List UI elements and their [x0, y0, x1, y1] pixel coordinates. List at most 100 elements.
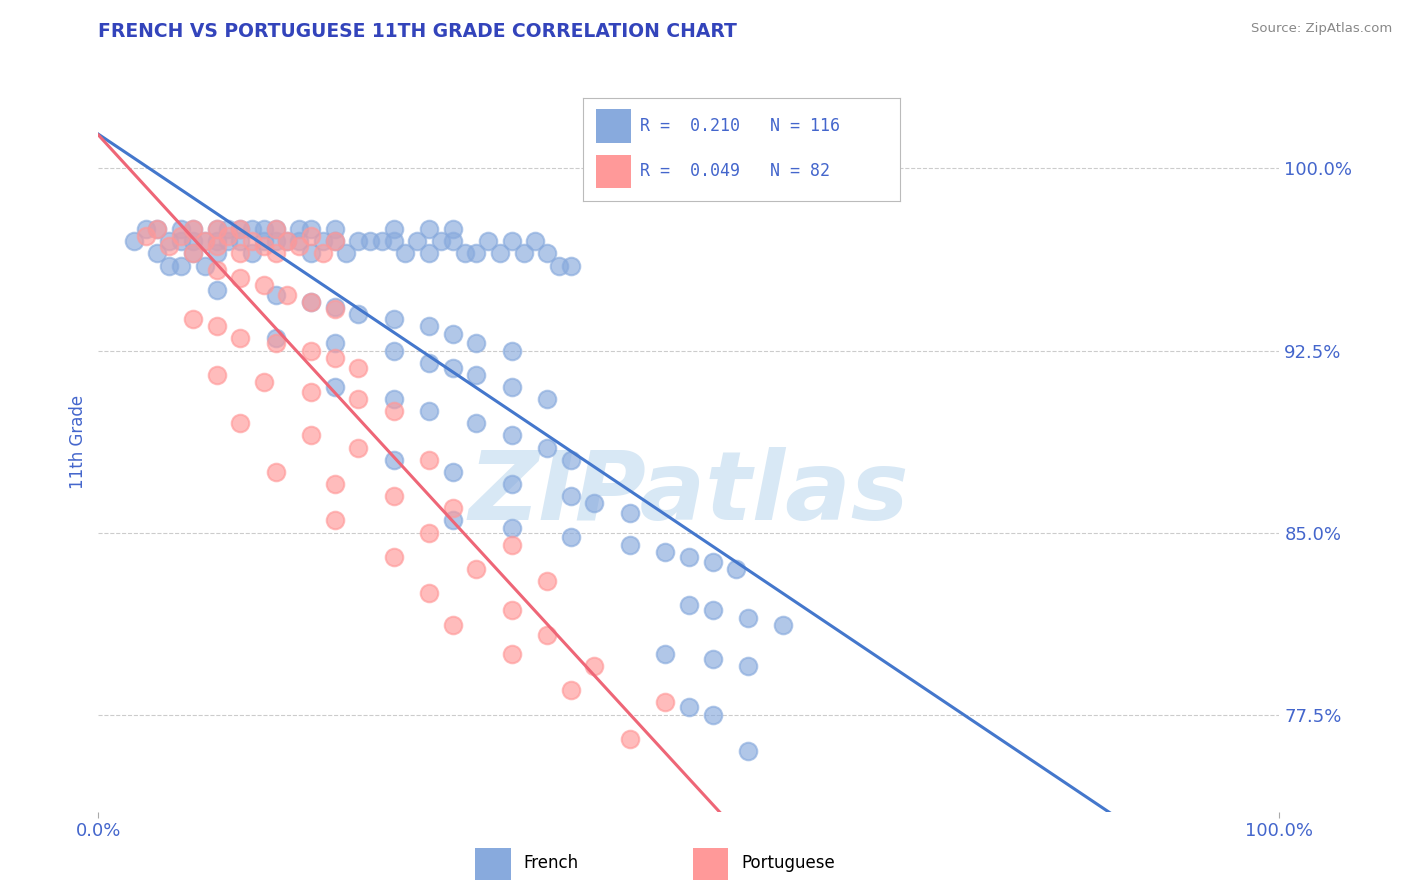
- Point: [229, 270, 252, 285]
- Point: [205, 319, 228, 334]
- Point: [253, 375, 276, 389]
- Text: Portuguese: Portuguese: [741, 854, 835, 872]
- Point: [382, 234, 405, 248]
- Point: [583, 496, 606, 510]
- Point: [501, 538, 523, 552]
- Point: [323, 477, 346, 491]
- Point: [619, 538, 641, 552]
- Point: [205, 239, 228, 253]
- Bar: [475, 848, 510, 880]
- Point: [418, 586, 440, 600]
- Text: Source: ZipAtlas.com: Source: ZipAtlas.com: [1251, 22, 1392, 36]
- Point: [299, 295, 322, 310]
- Point: [501, 521, 523, 535]
- Point: [288, 239, 311, 253]
- Point: [240, 222, 263, 236]
- Point: [725, 562, 748, 576]
- Point: [406, 234, 429, 248]
- Point: [264, 222, 287, 236]
- Point: [276, 287, 298, 301]
- Point: [560, 683, 582, 698]
- Point: [194, 234, 217, 248]
- Point: [323, 222, 346, 236]
- Point: [181, 234, 204, 248]
- Point: [654, 647, 676, 661]
- Point: [418, 246, 440, 260]
- Point: [702, 555, 724, 569]
- Point: [229, 417, 252, 431]
- Point: [654, 545, 676, 559]
- Point: [737, 610, 759, 624]
- Point: [299, 343, 322, 358]
- Point: [501, 428, 523, 442]
- Point: [465, 246, 488, 260]
- Point: [146, 246, 169, 260]
- Point: [382, 312, 405, 326]
- Point: [501, 343, 523, 358]
- Y-axis label: 11th Grade: 11th Grade: [69, 394, 87, 489]
- Point: [205, 368, 228, 382]
- Point: [264, 336, 287, 351]
- Point: [418, 404, 440, 418]
- Point: [430, 234, 453, 248]
- Point: [418, 525, 440, 540]
- Point: [560, 530, 582, 544]
- Point: [702, 603, 724, 617]
- Point: [465, 368, 488, 382]
- Point: [335, 246, 357, 260]
- Point: [465, 336, 488, 351]
- Point: [382, 549, 405, 564]
- Point: [264, 234, 287, 248]
- Point: [347, 360, 370, 375]
- Point: [122, 234, 145, 248]
- Point: [299, 428, 322, 442]
- Point: [194, 259, 217, 273]
- Point: [453, 246, 475, 260]
- Point: [536, 574, 558, 588]
- Point: [441, 222, 464, 236]
- Point: [548, 259, 571, 273]
- Point: [323, 351, 346, 365]
- Bar: [596, 154, 631, 188]
- Point: [489, 246, 512, 260]
- Point: [382, 343, 405, 358]
- Point: [441, 234, 464, 248]
- Point: [288, 222, 311, 236]
- Point: [323, 336, 346, 351]
- Point: [312, 234, 335, 248]
- Point: [678, 599, 700, 613]
- Point: [299, 384, 322, 399]
- Point: [299, 246, 322, 260]
- Point: [347, 392, 370, 406]
- Point: [441, 360, 464, 375]
- Point: [217, 234, 239, 248]
- Point: [441, 326, 464, 341]
- Point: [181, 222, 204, 236]
- Point: [135, 222, 157, 236]
- Point: [181, 246, 204, 260]
- Point: [194, 234, 217, 248]
- Text: ZIPatlas: ZIPatlas: [468, 447, 910, 540]
- Point: [654, 696, 676, 710]
- Point: [229, 331, 252, 345]
- Point: [394, 246, 416, 260]
- Bar: [693, 848, 728, 880]
- Point: [441, 465, 464, 479]
- Point: [702, 707, 724, 722]
- Point: [276, 234, 298, 248]
- Point: [229, 234, 252, 248]
- Point: [382, 489, 405, 503]
- Point: [323, 234, 346, 248]
- Point: [299, 295, 322, 310]
- Point: [560, 259, 582, 273]
- Point: [536, 441, 558, 455]
- Point: [299, 229, 322, 244]
- Point: [347, 234, 370, 248]
- Point: [619, 731, 641, 746]
- Point: [382, 392, 405, 406]
- Point: [323, 513, 346, 527]
- Text: French: French: [523, 854, 578, 872]
- Point: [702, 652, 724, 666]
- Point: [264, 222, 287, 236]
- Point: [323, 302, 346, 317]
